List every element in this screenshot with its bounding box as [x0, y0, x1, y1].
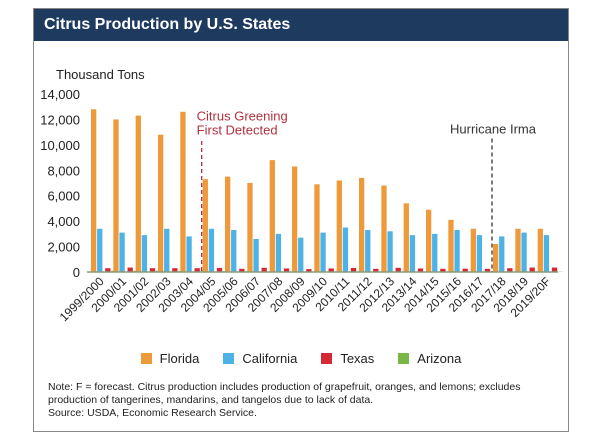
bar-california [186, 236, 192, 272]
bar-florida [470, 228, 476, 272]
y-tick-label: 14,000 [40, 87, 80, 102]
bar-texas [440, 268, 446, 272]
bar-florida [381, 185, 387, 272]
bar-california [275, 233, 282, 272]
legend-label: Texas [340, 351, 375, 366]
bar-florida [247, 183, 253, 272]
legend-swatch [321, 353, 333, 364]
bar-texas [172, 268, 178, 272]
legend-swatch [223, 353, 235, 364]
legend-item: Texas [321, 351, 374, 366]
bar-texas [395, 267, 401, 272]
bar-florida [537, 228, 543, 272]
bar-florida [426, 209, 432, 272]
annotation-label: First Detected [197, 123, 278, 138]
bar-texas [283, 268, 290, 272]
bar-california [499, 236, 505, 272]
bar-california [543, 235, 550, 272]
bar-california [97, 228, 103, 272]
bar-california [342, 227, 349, 272]
bar-florida [225, 176, 231, 272]
bar-texas [216, 267, 223, 272]
y-tick-label: 12,000 [40, 112, 80, 127]
y-tick-label: 4,000 [47, 214, 80, 229]
y-tick-label: 6,000 [47, 189, 80, 204]
bar-florida [292, 166, 298, 272]
bar-texas [529, 267, 535, 272]
bar-california [432, 233, 438, 272]
bar-texas [373, 268, 379, 272]
bar-california [208, 228, 215, 272]
bar-florida [448, 219, 454, 272]
bar-florida [314, 184, 320, 272]
chart-note: Note: F = forecast. Citrus production in… [48, 381, 558, 420]
bar-california [409, 235, 416, 272]
bar-florida [113, 119, 119, 272]
bar-california [387, 231, 393, 272]
bar-florida [493, 244, 499, 272]
source-text: Source: USDA, Economic Research Service. [48, 407, 257, 419]
y-tick-label: 2,000 [47, 240, 80, 255]
bar-florida [180, 111, 186, 272]
bar-california [365, 230, 371, 272]
bar-texas [417, 268, 424, 272]
legend-swatch [398, 353, 410, 364]
chart-card: Citrus Production by U.S. States Thousan… [33, 8, 569, 432]
bar-california [521, 232, 527, 272]
bar-texas [239, 268, 245, 272]
chart-plot: 02,0004,0006,0008,00010,00012,00014,0001… [40, 87, 564, 324]
bar-texas [484, 268, 491, 272]
bar-florida [359, 177, 365, 272]
legend-item: Arizona [398, 351, 461, 366]
bar-california [298, 237, 304, 272]
bar-florida [91, 109, 97, 272]
y-tick-label: 8,000 [47, 163, 80, 178]
chart-title: Citrus Production by U.S. States [34, 9, 568, 41]
bar-texas [507, 268, 513, 272]
legend-item: Florida [140, 351, 200, 366]
bar-florida [158, 134, 164, 272]
legend-item: California [223, 351, 297, 366]
bar-california [454, 230, 460, 272]
y-axis-label: Thousand Tons [56, 67, 145, 82]
bar-california [253, 238, 259, 272]
annotation-label: Citrus Greening [197, 109, 288, 124]
legend-label: Florida [159, 351, 200, 366]
bar-texas [551, 267, 558, 272]
bar-texas [149, 268, 156, 272]
legend-swatch [140, 353, 152, 364]
bar-california [476, 235, 483, 272]
bar-california [231, 230, 237, 272]
bar-california [141, 235, 148, 272]
bar-florida [515, 228, 521, 272]
legend: Florida California Texas Arizona [34, 351, 568, 366]
note-text: Note: F = forecast. Citrus production in… [48, 381, 521, 406]
legend-label: California [242, 351, 298, 366]
y-tick-label: 10,000 [40, 138, 80, 153]
bar-florida [403, 203, 409, 272]
bar-florida [202, 179, 208, 272]
annotation-label: Hurricane Irma [450, 121, 537, 136]
bar-texas [350, 267, 357, 272]
y-tick-label: 0 [73, 265, 80, 280]
bar-texas [328, 268, 334, 272]
bar-california [320, 232, 326, 272]
bar-california [119, 232, 125, 272]
bar-florida [269, 160, 275, 272]
bar-california [164, 228, 170, 272]
bar-texas [127, 267, 133, 272]
bar-texas [194, 268, 200, 272]
bar-florida [336, 180, 342, 272]
bar-texas [105, 268, 111, 272]
bar-florida [135, 115, 141, 272]
bar-texas [261, 267, 267, 272]
legend-label: Arizona [417, 351, 462, 366]
bar-texas [306, 269, 312, 272]
bar-texas [462, 268, 468, 272]
